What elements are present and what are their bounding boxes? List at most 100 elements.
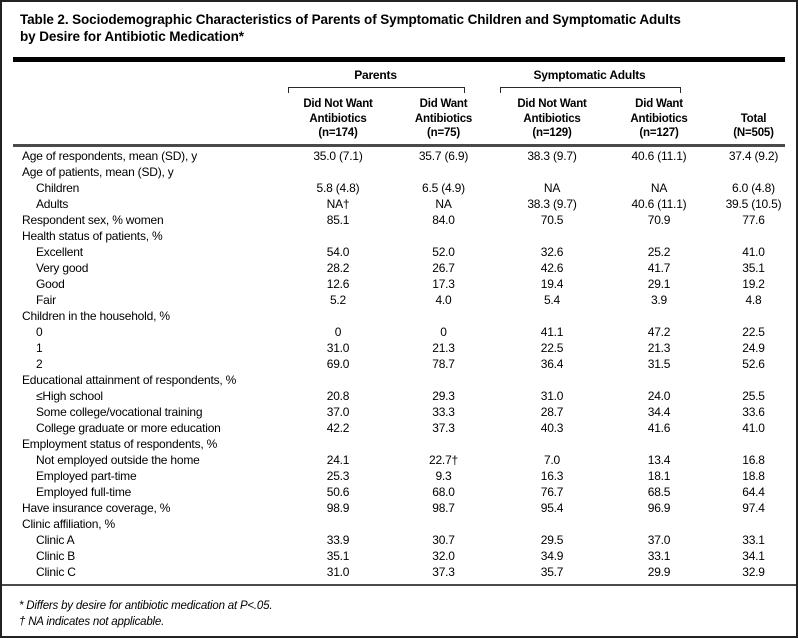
cell-value: 6.0 (4.8) bbox=[732, 181, 775, 195]
cell-value: NA bbox=[435, 197, 452, 211]
table-row: 2 69.0 78.7 36.4 31.5 52.6 bbox=[2, 356, 796, 372]
cell-value: 35.0 (7.1) bbox=[313, 149, 363, 163]
cell-value: 13.4 bbox=[647, 453, 671, 467]
cell-value: 64.4 bbox=[742, 485, 765, 499]
table-row: Excellent 54.0 52.0 32.6 25.2 41.0 bbox=[2, 244, 796, 260]
column-header-4: Total (N=505) bbox=[711, 112, 796, 141]
table-row: Some college/vocational training 37.0 33.3… bbox=[2, 404, 796, 420]
cell-value: 19.4 bbox=[540, 277, 564, 291]
table-row: ≤High school 20.8 29.3 31.0 24.0 25.5 bbox=[2, 388, 796, 404]
table-body: Age of respondents, mean (SD), y 35.0 (7.… bbox=[2, 148, 796, 580]
cell-value: 41.0 bbox=[742, 245, 765, 259]
table-row: Clinic C 31.0 37.3 35.7 29.9 32.9 bbox=[2, 564, 796, 580]
column-header-3: Did Want Antibiotics (n=127) bbox=[607, 97, 711, 141]
cell-value: 35.7 bbox=[540, 565, 564, 579]
table-row: Employed full-time 50.6 68.0 76.7 68.5 64.4 bbox=[2, 484, 796, 500]
row-label: Educational attainment of respondents, % bbox=[22, 373, 237, 387]
footnote-dagger: † NA indicates not applicable. bbox=[19, 616, 165, 628]
table-row: Clinic A 33.9 30.7 29.5 37.0 33.1 bbox=[2, 532, 796, 548]
column-header-line: (n=127) bbox=[639, 127, 679, 140]
title-rule bbox=[13, 57, 785, 62]
cell-value: 4.0 bbox=[435, 293, 452, 307]
cell-value: 0 bbox=[440, 325, 447, 339]
cell-value: 76.7 bbox=[540, 485, 564, 499]
table-row: Have insurance coverage, % 98.9 98.7 95.4 96… bbox=[2, 500, 796, 516]
table-row: Age of respondents, mean (SD), y 35.0 (7.… bbox=[2, 148, 796, 164]
cell-value: 52.0 bbox=[432, 245, 455, 259]
cell-value: 22.7† bbox=[428, 453, 459, 467]
cell-value: 68.5 bbox=[647, 485, 671, 499]
cell-value: 24.9 bbox=[742, 341, 765, 355]
row-label: Clinic C bbox=[36, 565, 76, 579]
cell-value: 32.6 bbox=[540, 245, 564, 259]
cell-value: 5.8 (4.8) bbox=[316, 181, 360, 195]
table-row: Children in the household, % bbox=[2, 308, 796, 324]
row-label: College graduate or more education bbox=[36, 421, 221, 435]
cell-value: 85.1 bbox=[326, 213, 350, 227]
table-row: Clinic affiliation, % bbox=[2, 516, 796, 532]
cell-value: 54.0 bbox=[326, 245, 350, 259]
cell-value: 18.1 bbox=[647, 469, 671, 483]
table-row: Good 12.6 17.3 19.4 29.1 19.2 bbox=[2, 276, 796, 292]
cell-value: 25.5 bbox=[742, 389, 765, 403]
cell-value: 9.3 bbox=[435, 469, 452, 483]
cell-value: 42.6 bbox=[540, 261, 564, 275]
cell-value: 29.3 bbox=[432, 389, 455, 403]
table-row: 0 0 0 41.1 47.2 22.5 bbox=[2, 324, 796, 340]
cell-value: 24.1 bbox=[326, 453, 350, 467]
cell-value: 34.4 bbox=[647, 405, 671, 419]
row-label: ≤High school bbox=[36, 389, 103, 403]
cell-value: 37.3 bbox=[432, 565, 455, 579]
column-header-line: Did Want bbox=[419, 98, 468, 111]
cell-value: 28.7 bbox=[540, 405, 564, 419]
column-header-line: Antibiotics bbox=[309, 112, 367, 125]
footnotes: * Differs by desire for antibiotic medic… bbox=[19, 598, 273, 630]
column-header-line: (n=75) bbox=[427, 127, 460, 140]
cell-value: 24.0 bbox=[647, 389, 671, 403]
cell-value: NA bbox=[650, 181, 668, 195]
cell-value: 20.8 bbox=[326, 389, 350, 403]
column-header-line: Antibiotics bbox=[414, 112, 473, 125]
cell-value: 30.7 bbox=[432, 533, 455, 547]
cell-value: 41.7 bbox=[647, 261, 671, 275]
cell-value: 37.0 bbox=[647, 533, 671, 547]
cell-value: 26.7 bbox=[432, 261, 455, 275]
cell-value: 31.5 bbox=[647, 357, 671, 371]
cell-value: 28.2 bbox=[326, 261, 350, 275]
cell-value: 4.8 bbox=[745, 293, 762, 307]
cell-value: NA† bbox=[326, 197, 350, 211]
cell-value: 32.9 bbox=[742, 565, 765, 579]
cell-value: 35.1 bbox=[742, 261, 765, 275]
cell-value: 22.5 bbox=[540, 341, 564, 355]
cell-value: 36.4 bbox=[540, 357, 564, 371]
cell-value: 37.4 (9.2) bbox=[728, 149, 779, 163]
row-label: Fair bbox=[36, 293, 56, 307]
row-label: Clinic affiliation, % bbox=[22, 517, 115, 531]
cell-value: 33.3 bbox=[432, 405, 455, 419]
cell-value: 31.0 bbox=[326, 341, 350, 355]
footnote-asterisk: * Differs by desire for antibiotic medic… bbox=[19, 600, 273, 612]
cell-value: 98.9 bbox=[326, 501, 350, 515]
row-label: Good bbox=[36, 277, 65, 291]
column-header-line: (N=505) bbox=[733, 127, 774, 140]
cell-value: 98.7 bbox=[432, 501, 455, 515]
cell-value: 5.2 bbox=[329, 293, 347, 307]
cell-value: 37.3 bbox=[432, 421, 455, 435]
row-label: Adults bbox=[36, 197, 69, 211]
row-label: Health status of patients, % bbox=[22, 229, 163, 243]
cell-value: 7.0 bbox=[543, 453, 561, 467]
column-header-1: Did Want Antibiotics (n=75) bbox=[390, 97, 497, 141]
cell-value: 47.2 bbox=[647, 325, 671, 339]
cell-value: 96.9 bbox=[647, 501, 671, 515]
row-label: Not employed outside the home bbox=[36, 453, 200, 467]
cell-value: 50.6 bbox=[326, 485, 350, 499]
row-label: 1 bbox=[36, 341, 43, 355]
row-label: 2 bbox=[36, 357, 43, 371]
table-row: Clinic B 35.1 32.0 34.9 33.1 34.1 bbox=[2, 548, 796, 564]
row-label: Some college/vocational training bbox=[36, 405, 203, 419]
col-group-symptomatic-adults: Symptomatic Adults bbox=[533, 68, 646, 82]
table-row: Age of patients, mean (SD), y bbox=[2, 164, 796, 180]
cell-value: 33.1 bbox=[742, 533, 765, 547]
cell-value: 41.1 bbox=[540, 325, 564, 339]
